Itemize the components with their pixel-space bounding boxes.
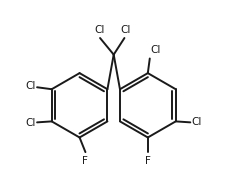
Text: Cl: Cl	[120, 25, 130, 35]
Text: Cl: Cl	[26, 118, 36, 128]
Text: Cl: Cl	[26, 81, 36, 91]
Text: Cl: Cl	[150, 45, 161, 55]
Text: Cl: Cl	[94, 25, 104, 35]
Text: Cl: Cl	[191, 117, 202, 127]
Text: F: F	[145, 156, 151, 166]
Text: F: F	[82, 156, 88, 166]
